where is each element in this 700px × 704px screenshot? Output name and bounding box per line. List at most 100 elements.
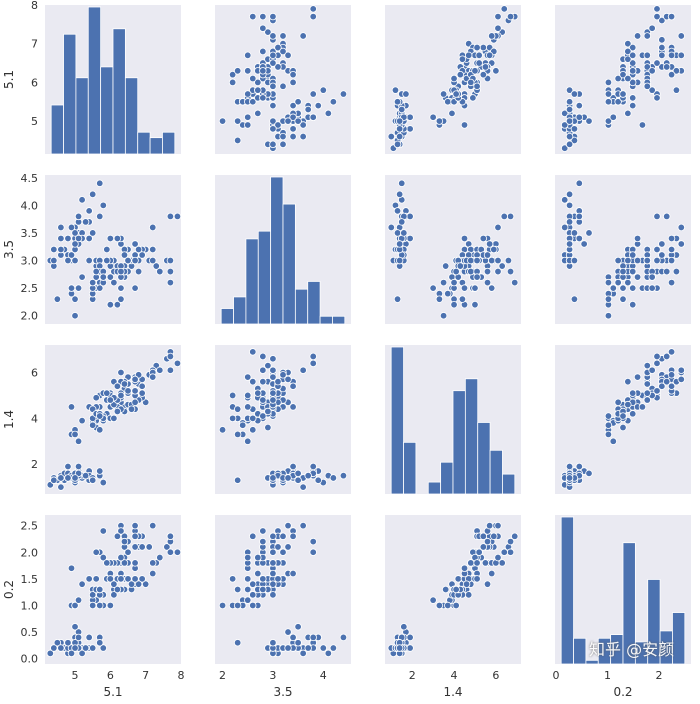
scatter-point [166, 256, 175, 265]
scatter-point [50, 476, 58, 484]
scatter-point [67, 223, 76, 232]
scatter-point [494, 24, 502, 32]
scatter-point [406, 125, 414, 133]
scatter-point [244, 90, 252, 98]
scatter-point [643, 51, 651, 60]
scatter-point [99, 644, 107, 652]
scatter-point [57, 644, 65, 652]
scatter-point [67, 649, 76, 658]
scatter-point [314, 101, 322, 110]
scatter-point [57, 234, 65, 243]
scatter-point [448, 109, 456, 118]
scatter-point [259, 352, 267, 361]
scatter-point [469, 94, 477, 102]
histogram-bar [87, 6, 102, 155]
scatter-point [96, 212, 104, 221]
scatter-point [113, 382, 122, 390]
scatter-point [74, 462, 83, 471]
histogram-bar [149, 137, 163, 155]
scatter-point [667, 12, 676, 21]
scatter-point [490, 245, 498, 254]
x-tick-label: 3 [269, 669, 276, 682]
scatter-point [483, 251, 492, 259]
scatter-point [46, 649, 54, 658]
scatter-point [149, 569, 157, 578]
scatter-point [619, 70, 627, 79]
scatter-point [274, 121, 282, 129]
scatter-point [667, 256, 676, 265]
scatter-point [467, 256, 475, 265]
scatter-point [173, 212, 182, 221]
y-tick-label: 0.0 [21, 653, 39, 666]
scatter-point [653, 12, 661, 21]
scatter-point [269, 639, 277, 647]
scatter-point [460, 234, 469, 243]
scatter-point [309, 113, 317, 121]
scatter-point [314, 476, 322, 484]
scatter-point [269, 101, 277, 110]
histogram-bar [573, 637, 587, 665]
scatter-point [120, 559, 129, 567]
scatter-point [299, 121, 307, 129]
scatter-point [395, 256, 404, 265]
scatter-point [269, 355, 277, 363]
scatter-point [92, 548, 100, 556]
scatter-point [138, 251, 146, 259]
scatter-point [609, 113, 617, 121]
scatter-point [279, 82, 287, 90]
scatter-point [464, 51, 473, 60]
scatter-point [64, 462, 72, 471]
scatter-point [96, 284, 104, 292]
scatter-point [462, 580, 471, 588]
scatter-point [228, 78, 237, 87]
scatter-point [85, 234, 93, 243]
x-tick-label: 6 [492, 669, 499, 682]
x-axis-label: 1.4 [443, 685, 462, 699]
scatter-point [166, 212, 175, 221]
scatter-point [624, 278, 632, 287]
scatter-point [244, 121, 252, 129]
scatter-point [398, 218, 406, 226]
x-tick-label: 5 [72, 669, 79, 682]
scatter-point [259, 412, 267, 420]
y-axis-label: 3.5 [2, 240, 16, 259]
scatter-point [299, 132, 307, 141]
x-tick-label: 8 [178, 669, 185, 682]
scatter-point [561, 223, 569, 232]
scatter-point [233, 430, 242, 439]
scatter-point [629, 267, 637, 276]
scatter-point [393, 207, 402, 215]
scatter-point [439, 312, 448, 320]
x-tick-label: 4 [451, 669, 458, 682]
scatter-point [450, 74, 458, 83]
scatter-point [565, 474, 574, 482]
scatter-point [439, 278, 448, 287]
scatter-point [490, 532, 498, 540]
scatter-point [329, 644, 338, 652]
histogram-bar [610, 634, 624, 665]
scatter-point [254, 553, 262, 562]
scatter-point [218, 601, 227, 610]
scatter-point [53, 295, 62, 303]
scatter-point [113, 407, 122, 416]
scatter-point [141, 580, 150, 588]
scatter-point [156, 553, 164, 562]
scatter-point [289, 403, 297, 411]
scatter-point [450, 300, 458, 309]
scatter-point [96, 426, 104, 434]
scatter-point [269, 396, 277, 404]
scatter-point [633, 273, 642, 281]
scatter-point [402, 90, 410, 98]
scatter-point [471, 284, 479, 292]
scatter-point [624, 256, 632, 265]
scatter-point [473, 82, 481, 90]
scatter-point [99, 527, 107, 535]
scatter-point [254, 78, 262, 87]
scatter-point [452, 601, 460, 610]
scatter-point [585, 469, 593, 478]
scatter-point [629, 51, 637, 60]
scatter-point [294, 117, 302, 125]
scatter-point [249, 426, 257, 434]
scatter-point [456, 262, 465, 270]
scatter-point [294, 623, 302, 631]
